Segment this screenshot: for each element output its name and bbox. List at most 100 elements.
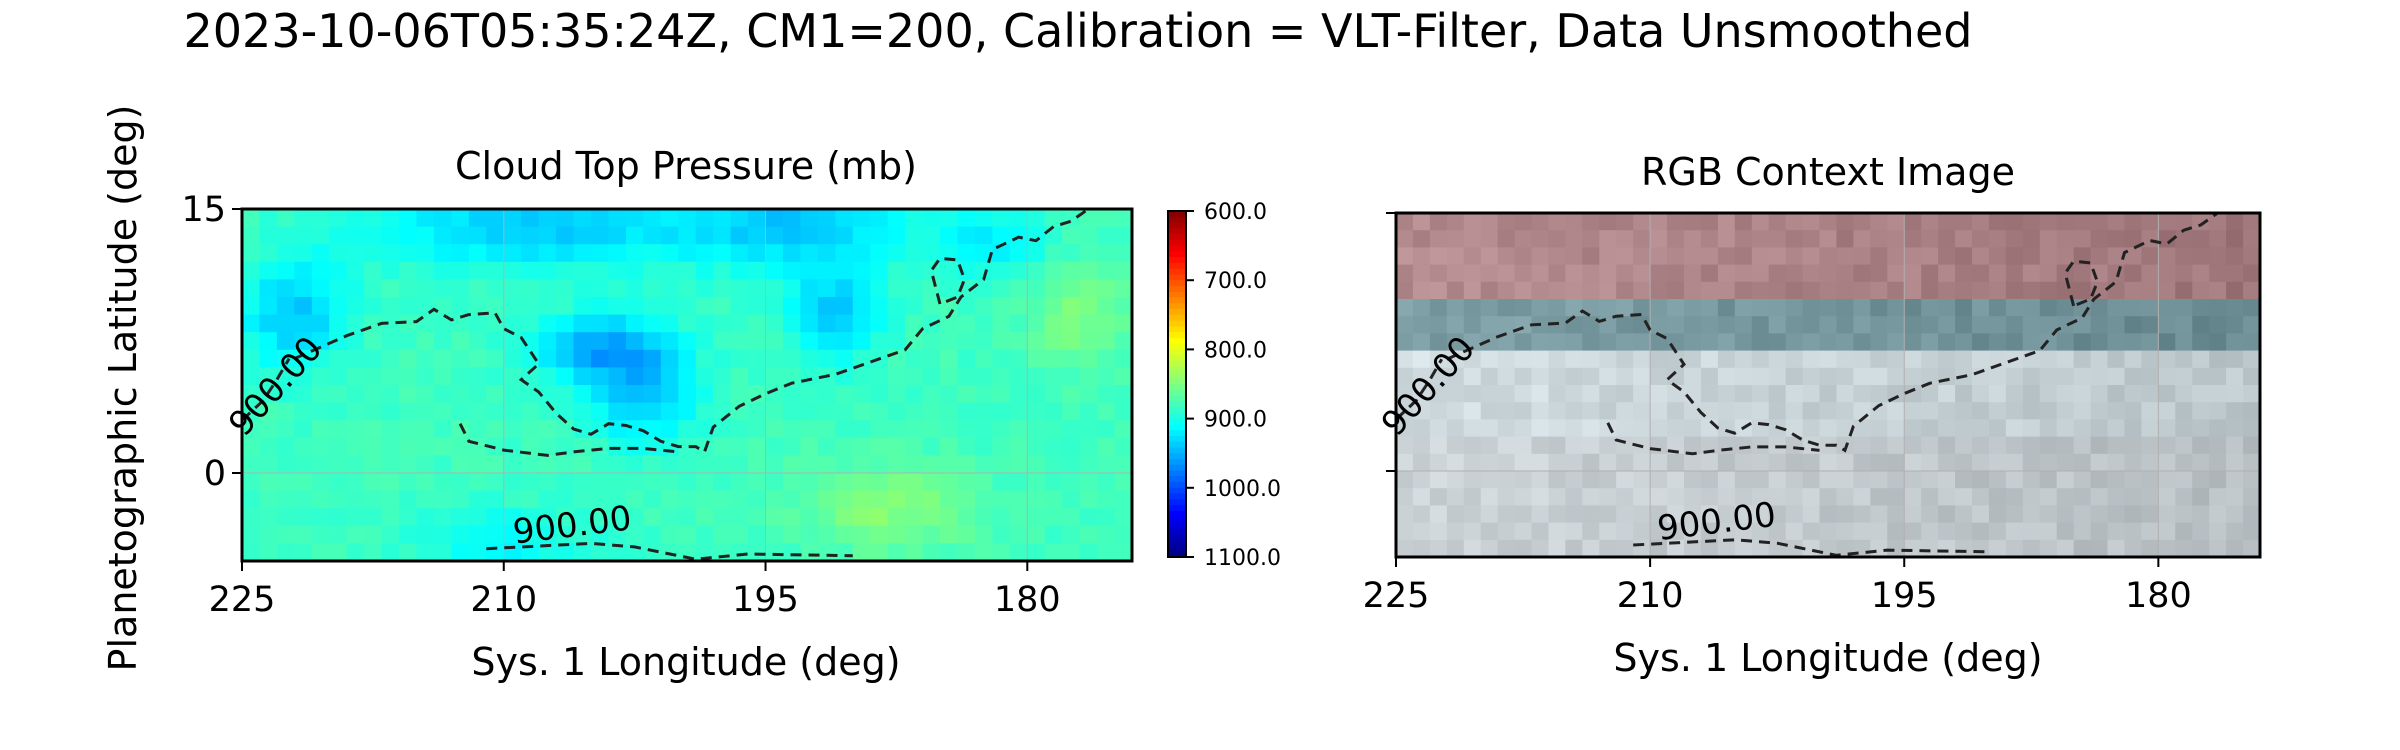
pressure-cell: [643, 420, 662, 439]
pressure-cell: [294, 367, 313, 386]
pressure-cell: [660, 226, 679, 245]
pressure-cell: [503, 244, 522, 263]
pressure-cell: [591, 402, 610, 421]
pressure-cell: [259, 332, 278, 351]
rgb-cell: [2226, 488, 2244, 506]
pressure-cell: [503, 349, 522, 368]
pressure-cell: [678, 349, 697, 368]
rgb-cell: [1650, 522, 1668, 541]
pressure-cell: [381, 209, 400, 228]
pressure-cell: [573, 279, 592, 298]
pressure-cell: [1062, 543, 1081, 562]
pressure-cell: [538, 349, 557, 368]
pressure-cell: [556, 209, 575, 228]
rgb-cell: [1853, 453, 1871, 472]
pressure-cell: [957, 349, 976, 368]
rgb-cell: [2039, 264, 2058, 283]
rgb-cell: [1870, 471, 1888, 489]
pressure-cell: [242, 525, 261, 544]
pressure-cell: [381, 279, 400, 298]
rgb-cell: [1446, 213, 1465, 231]
pressure-cell: [556, 543, 575, 562]
rgb-cell: [1988, 213, 2007, 231]
pressure-cell: [1027, 473, 1046, 492]
rgb-cell: [1429, 299, 1448, 317]
pressure-cell: [276, 543, 295, 562]
rgb-cell: [1616, 230, 1634, 248]
rgb-cell: [1802, 505, 1821, 524]
colorbar-segment: [1168, 418, 1186, 425]
pressure-cell: [381, 437, 400, 456]
rgb-cell: [1667, 316, 1685, 334]
rgb-cell: [1853, 213, 1871, 231]
colorbar-tick-label: 700.0: [1204, 269, 1267, 294]
rgb-cell: [1955, 264, 1973, 283]
pressure-cell: [713, 297, 732, 316]
pressure-cell: [905, 349, 924, 368]
pressure-cell: [905, 437, 924, 456]
rgb-cell: [1887, 453, 1905, 472]
pressure-cell: [1114, 508, 1133, 527]
pressure-cell: [433, 473, 453, 492]
rgb-cell: [1836, 213, 1855, 231]
rgb-cell: [1887, 299, 1905, 317]
rgb-cell: [1785, 385, 1804, 403]
rgb-cell: [1751, 350, 1770, 369]
rgb-cell: [1514, 539, 1533, 558]
pressure-cell: [573, 473, 592, 492]
pressure-cell: [521, 349, 540, 368]
pressure-cell: [992, 473, 1011, 492]
pressure-cell: [329, 367, 348, 386]
pressure-cell: [625, 402, 644, 421]
rgb-cell: [1429, 522, 1448, 541]
rgb-cell: [1768, 230, 1787, 248]
rgb-cell: [1616, 522, 1634, 541]
pressure-cell: [678, 261, 697, 280]
pressure-cell: [765, 367, 784, 386]
rgb-cell: [1650, 385, 1668, 403]
pressure-cell: [556, 332, 575, 351]
pressure-cell: [782, 349, 802, 368]
pressure-cell: [451, 543, 470, 562]
rgb-cell: [1497, 213, 1516, 231]
rgb-cell: [2056, 213, 2075, 231]
rgb-cell: [1700, 539, 1719, 558]
rgb-cell: [2141, 333, 2159, 352]
rgb-cell: [1921, 419, 1939, 438]
rgb-cell: [1904, 264, 1922, 283]
colorbar-segment: [1168, 228, 1186, 235]
pressure-cell: [381, 261, 400, 280]
rgb-cell: [1751, 522, 1770, 541]
pressure-cell: [573, 525, 592, 544]
pressure-cell: [660, 332, 679, 351]
rgb-cell: [1396, 436, 1414, 455]
pressure-cell: [643, 297, 662, 316]
pressure-cell: [940, 525, 959, 544]
pressure-cell: [643, 385, 662, 404]
pressure-cell: [1079, 314, 1098, 333]
rgb-cell: [1582, 333, 1600, 352]
pressure-cell: [468, 226, 487, 245]
rgb-cell: [1700, 299, 1719, 317]
rgb-cell: [1548, 281, 1567, 300]
rgb-cell: [1887, 281, 1905, 300]
pressure-cell: [870, 367, 889, 386]
pressure-cell: [503, 332, 522, 351]
pressure-cell: [748, 543, 767, 562]
rgb-cell: [1565, 299, 1583, 317]
pressure-cell: [433, 543, 453, 562]
pressure-cell: [521, 420, 540, 439]
rgb-cell: [2056, 471, 2075, 489]
rgb-cell: [1565, 213, 1583, 231]
pressure-cell: [242, 279, 261, 298]
pressure-cell: [905, 543, 924, 562]
rgb-cell: [1700, 333, 1719, 352]
rgb-cell: [2107, 247, 2126, 266]
rgb-cell: [1412, 299, 1431, 317]
pressure-cell: [643, 314, 662, 333]
colorbar-segment: [1168, 274, 1186, 281]
pressure-cell: [817, 420, 836, 439]
pressure-cell: [346, 490, 365, 509]
pressure-cell: [940, 367, 959, 386]
rgb-cell: [1463, 281, 1482, 300]
